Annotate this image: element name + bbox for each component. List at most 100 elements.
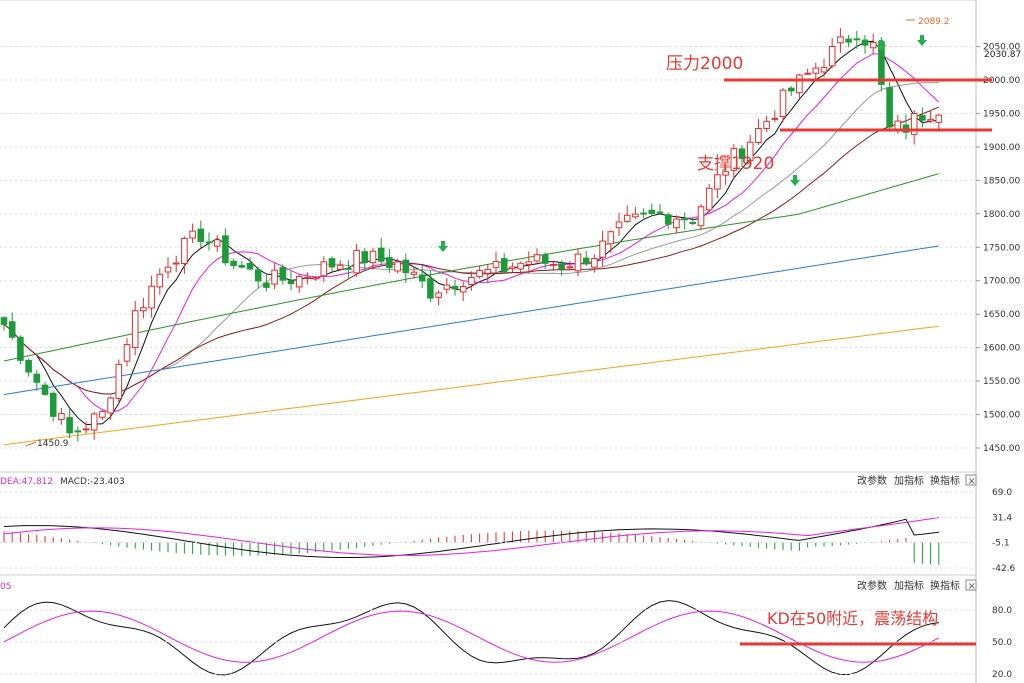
candle-body	[459, 285, 467, 293]
switch-indicator-button[interactable]: 换指标	[930, 579, 960, 592]
candle-body	[58, 413, 65, 420]
candle-body	[361, 251, 369, 264]
candle-body	[230, 260, 237, 267]
candle-body	[558, 263, 565, 270]
y-tick-label: 20.0	[992, 670, 1012, 680]
candle-body	[722, 171, 729, 176]
candle-body	[468, 276, 475, 286]
candle-body	[541, 254, 549, 264]
candle-body	[213, 239, 221, 247]
candle-body	[427, 278, 434, 299]
candle-body	[410, 271, 418, 275]
ma10-line	[3, 53, 940, 413]
candle-body	[673, 218, 680, 229]
candle-body	[574, 253, 582, 272]
candle-body	[49, 392, 57, 417]
add-indicator-button[interactable]: 加指标	[894, 579, 924, 592]
candle-body	[312, 277, 319, 280]
candle-body	[115, 363, 123, 399]
candle-body	[812, 67, 820, 74]
candle-body	[509, 266, 516, 270]
y-tick-label: 69.0	[992, 488, 1012, 498]
candle-body	[787, 87, 795, 92]
candle-body	[82, 428, 90, 431]
candle-body	[66, 417, 73, 434]
macd-lines	[3, 517, 939, 558]
candle-body	[402, 259, 410, 274]
high-marker: 2089.2	[906, 17, 950, 27]
candle-body	[41, 384, 49, 395]
candle-body	[705, 187, 713, 211]
candlesticks	[0, 28, 943, 442]
candle-body	[287, 280, 295, 285]
candle-body	[869, 41, 877, 49]
candle-body	[623, 214, 631, 222]
moving-average-lines	[3, 40, 940, 446]
candle-body	[582, 257, 590, 265]
y-tick-label: 31.4	[992, 514, 1012, 524]
candle-body	[484, 268, 492, 274]
candle-body	[910, 113, 918, 135]
switch-indicator-button[interactable]: 换指标	[930, 474, 960, 487]
candle-body	[345, 267, 352, 270]
resistance-label: 压力2000	[666, 54, 743, 74]
candle-body	[172, 262, 180, 265]
candle-body	[919, 115, 926, 121]
close-button[interactable]	[965, 474, 977, 486]
kd-d-line	[3, 610, 940, 663]
change-params-button[interactable]: 改参数	[857, 579, 887, 592]
ma5-line	[3, 40, 939, 426]
candle-body	[615, 221, 623, 229]
candle-body	[476, 269, 483, 278]
y-tick-label: -5.1	[992, 538, 1010, 548]
y-tick-label: 1900.00	[983, 143, 1020, 153]
last-price-label: 2030.87	[984, 50, 1021, 60]
close-button[interactable]	[965, 579, 977, 591]
candle-body	[205, 241, 213, 244]
candle-body	[8, 321, 16, 338]
candle-body	[181, 237, 188, 264]
macd-toolbar: 改参数 加指标 换指标 ×	[857, 474, 977, 487]
candle-body	[927, 118, 934, 122]
y-tick-label: 1600.00	[983, 344, 1020, 354]
candle-body	[336, 264, 344, 270]
candle-body	[886, 87, 893, 128]
macd-dea-label: DEA:47.812	[0, 477, 53, 487]
candle-body	[320, 261, 328, 277]
add-indicator-button[interactable]: 加指标	[894, 474, 924, 487]
candle-body	[804, 72, 811, 75]
candle-body	[492, 261, 500, 268]
candle-body	[451, 285, 459, 290]
support-label: 支撑1920	[697, 154, 774, 174]
low-price-label: 1450.9	[37, 439, 69, 449]
kd-lines	[3, 600, 940, 676]
candle-body	[435, 292, 442, 298]
candle-body	[697, 206, 705, 227]
candle-body	[131, 310, 139, 349]
candle-body	[17, 336, 24, 361]
candle-body	[246, 262, 254, 270]
y-tick-label: 1750.00	[983, 243, 1020, 253]
ma120-line	[3, 245, 939, 395]
macd-axis: 69.0 31.4 -5.1 -42.6	[0, 488, 1016, 574]
close-icon: ×	[968, 476, 976, 487]
candle-body	[353, 249, 360, 274]
candle-body	[656, 211, 664, 214]
candle-body	[189, 230, 196, 239]
kd-note-label: KD在50附近，震荡结构	[767, 609, 938, 628]
candle-body	[99, 410, 106, 418]
y-tick-label: 1800.00	[983, 210, 1020, 220]
candle-body	[689, 221, 697, 224]
candle-body	[746, 141, 754, 161]
candle-body	[632, 213, 639, 218]
candle-body	[640, 212, 647, 215]
change-params-button[interactable]: 改参数	[857, 474, 887, 487]
candle-body	[525, 261, 533, 265]
candle-body	[763, 120, 770, 129]
candle-body	[271, 269, 278, 285]
ma60-line	[3, 173, 939, 362]
ma30-line	[3, 106, 940, 395]
candle-body	[845, 38, 852, 43]
candle-body	[591, 258, 598, 268]
